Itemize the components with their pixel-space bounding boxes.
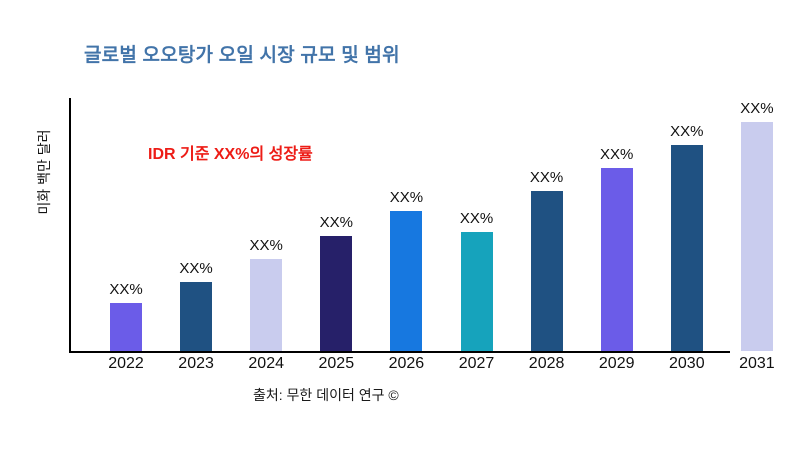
bar-2025 [320,236,353,351]
bar-value-label-2028: XX% [529,169,564,186]
bar-2029 [600,168,633,351]
bar-value-label-2027: XX% [459,210,494,227]
x-tick-label-2024: 2024 [248,355,284,372]
source-caption: 출처: 무한 데이터 연구 © [253,387,399,403]
x-tick-label-2022: 2022 [108,355,144,372]
bar-2023 [180,282,213,351]
x-tick-label-2027: 2027 [458,355,495,372]
y-axis-line [69,98,71,353]
growth-rate-annotation: IDR 기준 XX%의 성장률 [148,146,313,163]
x-tick-label-2026: 2026 [388,355,425,372]
bar-2031 [740,122,773,351]
chart-title: 글로벌 오오탕가 오일 시장 규모 및 범위 [84,45,400,66]
x-tick-label-2028: 2028 [528,355,565,372]
bar-value-label-2022: XX% [109,281,143,298]
bar-value-label-2030: XX% [670,123,704,140]
bar-value-label-2026: XX% [389,189,424,206]
bar-value-label-2025: XX% [319,214,353,231]
bar-2024 [250,259,283,351]
bar-value-label-2031: XX% [740,100,774,117]
bar-2028 [530,191,563,351]
bar-value-label-2023: XX% [179,260,213,277]
x-axis-line [69,351,730,353]
x-tick-label-2029: 2029 [598,355,635,372]
bar-2026 [390,211,423,351]
y-axis-label: 미화 백만 달러 [36,129,52,215]
bar-value-label-2024: XX% [249,237,283,254]
bar-2027 [460,232,493,351]
bar-chart-plot-area: XX% 2022 XX% 2023 XX% 2024 XX% 2025 XX% 2026 XX% 20… [70,99,790,372]
x-tick-label-2030: 2030 [669,355,705,372]
x-tick-label-2025: 2025 [318,355,355,372]
bar-value-label-2029: XX% [600,146,634,163]
bar-2022 [110,303,142,351]
bar-2030 [670,145,703,351]
x-tick-label-2031: 2031 [739,355,775,372]
x-tick-label-2023: 2023 [178,355,214,372]
